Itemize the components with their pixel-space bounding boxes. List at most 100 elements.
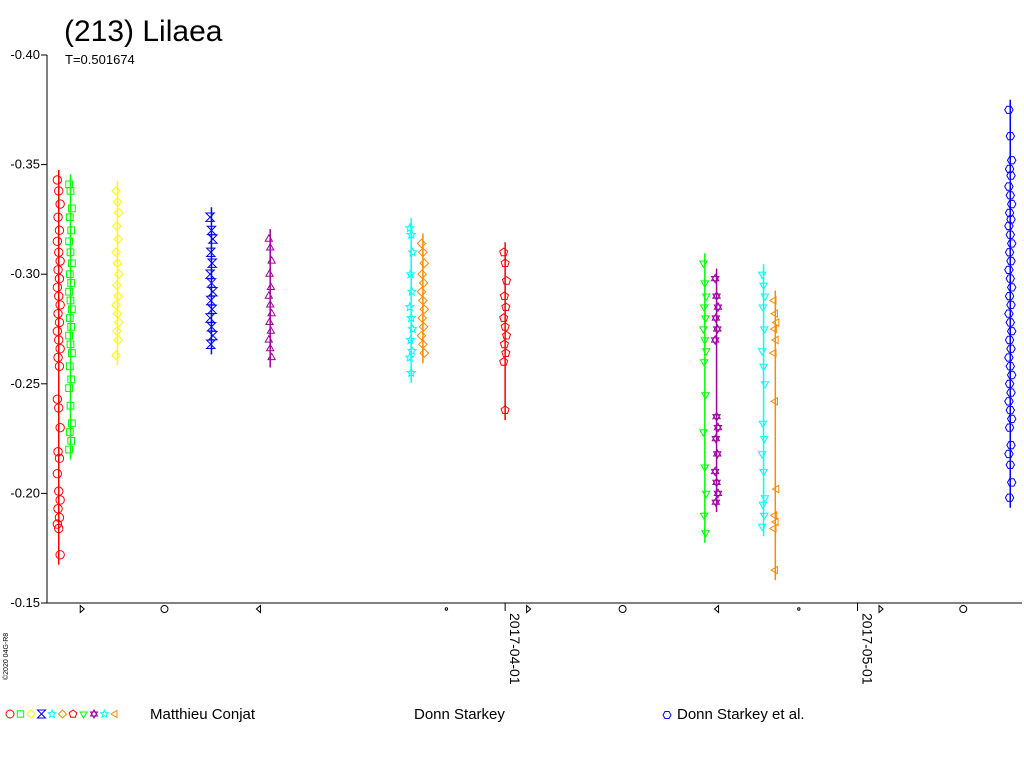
data-point — [1005, 132, 1016, 141]
data-point — [416, 330, 427, 341]
data-point — [52, 282, 63, 293]
data-point — [499, 291, 509, 300]
data-point — [113, 234, 124, 245]
data-point — [759, 282, 769, 291]
data-point — [760, 495, 770, 503]
legend-symbol — [89, 709, 99, 719]
data-point — [204, 212, 216, 222]
data-point — [759, 326, 769, 335]
data-point — [701, 392, 711, 400]
data-point — [769, 510, 778, 520]
data-point — [501, 302, 511, 311]
data-point — [1006, 388, 1016, 397]
data-point — [1004, 335, 1015, 345]
data-point — [712, 411, 722, 422]
data-point — [112, 258, 123, 269]
data-point — [712, 290, 722, 302]
data-point — [760, 293, 770, 302]
legend-symbol — [16, 710, 25, 718]
data-point — [67, 322, 76, 331]
data-point — [1006, 171, 1016, 180]
data-point — [1004, 182, 1014, 191]
data-point — [65, 445, 73, 454]
data-point — [68, 349, 76, 357]
data-point — [66, 296, 75, 305]
data-point-up — [712, 323, 722, 332]
data-point — [757, 348, 767, 357]
data-point — [501, 348, 511, 357]
data-point — [266, 325, 276, 334]
data-point — [700, 464, 710, 473]
x-tick-label: 2017-05-01 — [860, 613, 876, 685]
data-point — [267, 255, 277, 264]
data-point — [713, 301, 723, 313]
data-point — [710, 334, 720, 346]
data-point — [205, 295, 217, 306]
data-point-up — [710, 466, 720, 475]
data-point — [1004, 353, 1014, 362]
data-point — [65, 213, 74, 222]
data-point — [710, 273, 720, 284]
data-point — [52, 175, 63, 185]
data-point — [404, 301, 416, 312]
data-point — [1006, 283, 1017, 292]
data-point — [65, 314, 74, 322]
data-point — [54, 335, 64, 345]
data-point — [759, 512, 769, 521]
legend-symbol — [79, 711, 88, 719]
data-point — [770, 517, 779, 527]
data-point-down — [710, 276, 720, 284]
data-point — [55, 422, 65, 433]
data-point-down — [712, 414, 722, 422]
series-2 — [111, 180, 124, 366]
data-point — [111, 299, 122, 310]
data-point — [768, 523, 777, 533]
legend-symbol — [36, 709, 47, 719]
data-point-down — [711, 315, 721, 324]
data-point — [65, 180, 73, 189]
legend-symbol — [110, 709, 118, 719]
data-point — [758, 420, 768, 429]
data-point — [407, 323, 418, 334]
data-point — [67, 375, 76, 384]
data-point — [405, 312, 417, 323]
data-point — [1006, 478, 1017, 487]
data-point — [417, 295, 428, 306]
data-point — [1004, 208, 1015, 217]
moon-phase-last-quarter — [713, 604, 720, 614]
data-point — [499, 357, 509, 366]
data-point — [417, 339, 428, 350]
data-point — [1006, 414, 1017, 423]
data-point — [54, 361, 65, 371]
data-point — [758, 501, 768, 510]
data-point — [700, 280, 710, 289]
data-point-down — [710, 337, 720, 346]
data-point — [499, 247, 509, 257]
data-point — [65, 237, 73, 246]
moon-phase-new — [444, 607, 449, 611]
data-point — [113, 207, 124, 218]
data-point — [52, 468, 63, 479]
data-point — [759, 468, 769, 477]
data-point — [265, 299, 275, 308]
data-point — [417, 269, 428, 280]
data-point — [416, 286, 427, 297]
data-point-down — [713, 490, 723, 499]
legend-symbol-up — [89, 709, 99, 717]
data-point — [1004, 397, 1014, 406]
moon-phase-first-quarter — [526, 604, 532, 614]
data-point — [499, 313, 509, 322]
data-point-up — [713, 488, 723, 496]
data-point — [55, 300, 65, 310]
data-point — [770, 565, 778, 575]
data-point — [1006, 441, 1016, 450]
data-point-down — [713, 304, 723, 313]
data-point — [712, 323, 722, 335]
data-point — [757, 271, 767, 280]
data-point — [700, 337, 710, 346]
data-point — [759, 363, 769, 372]
data-point — [698, 260, 708, 269]
data-point — [1006, 327, 1017, 336]
data-point-down — [710, 468, 720, 477]
y-tick-label: -0.25 — [10, 376, 40, 391]
